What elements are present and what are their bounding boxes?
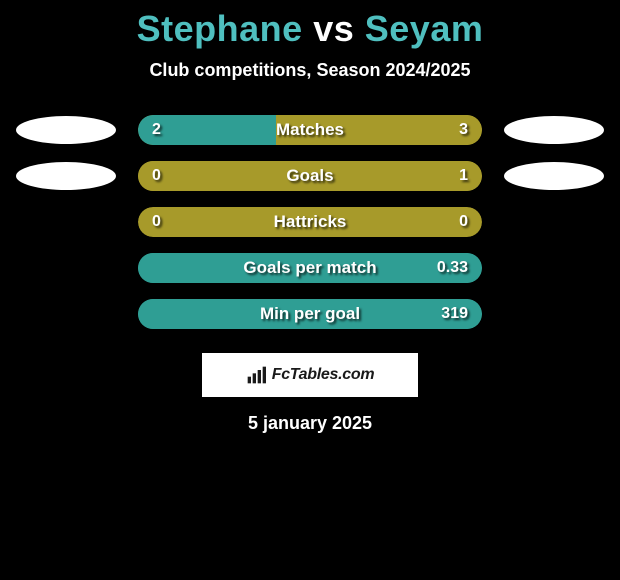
right-ellipse [504,116,604,144]
stat-row-goals-per-match: Goals per match 0.33 [0,253,620,283]
vs-separator: vs [313,8,354,49]
stat-bar: 2 Matches 3 [138,115,482,145]
stat-label: Hattricks [274,212,347,232]
player2-name: Seyam [365,8,484,49]
stat-right-value: 0.33 [437,259,468,277]
stat-left-value: 0 [152,167,161,185]
stat-label: Goals [286,166,333,186]
footer-date: 5 january 2025 [0,413,620,434]
stat-right-value: 1 [459,167,468,185]
player1-name: Stephane [137,8,303,49]
stat-label: Matches [276,120,344,140]
left-ellipse [16,116,116,144]
stat-right-value: 0 [459,213,468,231]
stat-bar: Goals per match 0.33 [138,253,482,283]
stat-label: Goals per match [243,258,376,278]
stat-left-value: 2 [152,121,161,139]
stat-bar: 0 Goals 1 [138,161,482,191]
stat-label: Min per goal [260,304,360,324]
stat-right-value: 319 [441,305,468,323]
brand-badge: FcTables.com [202,353,418,397]
stat-bar: Min per goal 319 [138,299,482,329]
stat-bar: 0 Hattricks 0 [138,207,482,237]
stats-rows: 2 Matches 3 0 Goals 1 [0,115,620,329]
page-title: Stephane vs Seyam [0,8,620,50]
brand-text: FcTables.com [272,366,375,384]
comparison-container: Stephane vs Seyam Club competitions, Sea… [0,0,620,434]
left-ellipse [16,162,116,190]
stat-left-value: 0 [152,213,161,231]
stat-row-matches: 2 Matches 3 [0,115,620,145]
bars-chart-icon [246,365,266,385]
stat-row-goals: 0 Goals 1 [0,161,620,191]
stat-right-value: 3 [459,121,468,139]
subtitle: Club competitions, Season 2024/2025 [0,60,620,81]
stat-row-hattricks: 0 Hattricks 0 [0,207,620,237]
stat-row-min-per-goal: Min per goal 319 [0,299,620,329]
right-ellipse [504,162,604,190]
